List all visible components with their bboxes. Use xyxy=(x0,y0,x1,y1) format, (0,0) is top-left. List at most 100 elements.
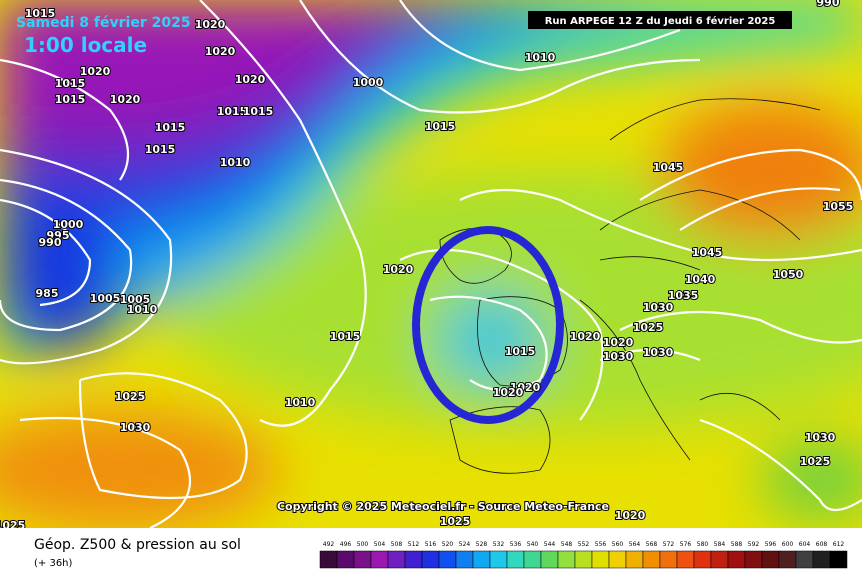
coastlines xyxy=(439,98,821,474)
scale-swatch xyxy=(693,550,712,569)
isobar-label: 1015 xyxy=(145,143,176,156)
scale-label: 568 xyxy=(646,541,658,548)
scale-label: 564 xyxy=(629,541,641,548)
highlight-circle xyxy=(412,226,564,424)
isobar-label: 1020 xyxy=(603,336,634,349)
isobar-label: 1000 xyxy=(53,218,84,231)
footer-title: Géop. Z500 & pression au sol xyxy=(34,537,241,553)
scale-swatch xyxy=(642,550,661,569)
scale-swatch xyxy=(659,550,678,569)
scale-label: 572 xyxy=(663,541,675,548)
isobar-label: 1025 xyxy=(115,390,146,403)
isobar-label: 985 xyxy=(36,287,59,300)
isobar-label: 1015 xyxy=(55,93,86,106)
isobar-label: 1040 xyxy=(685,273,716,286)
scale-label: 516 xyxy=(425,541,437,548)
scale-label: 548 xyxy=(561,541,573,548)
scale-label: 580 xyxy=(697,541,709,548)
color-scale: 492 496 500 504 508 512 516 520 524 528 532 536 540 5… xyxy=(319,541,848,569)
scale-swatch xyxy=(608,550,627,569)
scale-label: 600 xyxy=(782,541,794,548)
scale-label: 556 xyxy=(595,541,607,548)
isobar-label: 1000 xyxy=(353,76,384,89)
isobar-label: 1015 xyxy=(505,345,536,358)
scale-swatch xyxy=(370,550,389,569)
date: Samedi 8 février 2025 xyxy=(16,15,191,31)
isobar-label: 1020 xyxy=(493,386,524,399)
isobar-label: 990 xyxy=(39,236,62,249)
scale-swatch xyxy=(744,550,763,569)
scale-swatch xyxy=(540,550,559,569)
isobar-label: 1015 xyxy=(425,120,456,133)
isobar-label: 1025 xyxy=(633,321,664,334)
isobars xyxy=(0,0,862,528)
isobar-label: 1015 xyxy=(55,77,86,90)
scale-swatch xyxy=(455,550,474,569)
scale-label: 492 xyxy=(323,541,335,548)
copyright: Copyright © 2025 Meteociel.fr - Source M… xyxy=(277,500,609,513)
scale-label: 608 xyxy=(816,541,828,548)
scale-swatch xyxy=(523,550,542,569)
local-time: 1:00 locale xyxy=(24,33,147,57)
scale-swatch xyxy=(421,550,440,569)
isobar-label: 1015 xyxy=(217,105,248,118)
isobar-label: 1020 xyxy=(383,263,414,276)
scale-swatch xyxy=(557,550,576,569)
isobar-label: 1050 xyxy=(773,268,804,281)
scale-swatch xyxy=(625,550,644,569)
scale-label: 512 xyxy=(408,541,420,548)
isobar-label: 1020 xyxy=(195,18,226,31)
isobar-label: 1030 xyxy=(805,431,836,444)
scale-label: 508 xyxy=(391,541,403,548)
scale-swatch xyxy=(727,550,746,569)
scale-label: 540 xyxy=(527,541,539,548)
isobar-label: 1015 xyxy=(25,7,56,20)
isobar-label: 1020 xyxy=(570,330,601,343)
scale-swatch xyxy=(676,550,695,569)
isobar-label: 1005 xyxy=(90,292,121,305)
isobar-label: 1045 xyxy=(692,246,723,259)
scale-label: 524 xyxy=(459,541,471,548)
isobar-label: 1015 xyxy=(330,330,361,343)
scale-swatch xyxy=(506,550,525,569)
scale-swatch xyxy=(319,550,338,569)
isobar-label: 1025 xyxy=(440,515,471,528)
isobar-label: 1010 xyxy=(127,303,158,316)
scale-label: 612 xyxy=(833,541,845,548)
isobar-label: 1020 xyxy=(80,65,111,78)
scale-swatch xyxy=(829,550,848,569)
scale-label: 544 xyxy=(544,541,556,548)
run-info: Run ARPEGE 12 Z du Jeudi 6 février 2025 xyxy=(545,15,776,27)
scale-label: 588 xyxy=(731,541,743,548)
scale-swatch xyxy=(795,550,814,569)
isobar-label: 1010 xyxy=(525,51,556,64)
scale-label: 596 xyxy=(765,541,777,548)
scale-label: 560 xyxy=(612,541,624,548)
scale-swatch xyxy=(574,550,593,569)
scale-label: 576 xyxy=(680,541,692,548)
isobar-label: 1030 xyxy=(643,346,674,359)
isobar-label: 1010 xyxy=(285,396,316,409)
isobar-label: 1020 xyxy=(110,93,141,106)
scale-swatch xyxy=(336,550,355,569)
scale-swatch xyxy=(404,550,423,569)
scale-label: 500 xyxy=(357,541,369,548)
isobar-label: 1055 xyxy=(823,200,854,213)
isobar-label: 1025 xyxy=(800,455,831,468)
scale-swatch xyxy=(472,550,491,569)
scale-label: 520 xyxy=(442,541,454,548)
isobar-label: 1010 xyxy=(220,156,251,169)
isobar-label: 1020 xyxy=(510,381,541,394)
scale-swatch xyxy=(812,550,831,569)
isobar-label: 1020 xyxy=(615,509,646,522)
isobar-label: 1015 xyxy=(155,121,186,134)
isobar-label: 1025 xyxy=(0,519,25,532)
scale-swatch xyxy=(710,550,729,569)
scale-label: 496 xyxy=(340,541,352,548)
scale-label: 504 xyxy=(374,541,386,548)
run-box xyxy=(528,11,792,29)
isobar-label: 1045 xyxy=(653,161,684,174)
isobar-label: 1030 xyxy=(120,421,151,434)
